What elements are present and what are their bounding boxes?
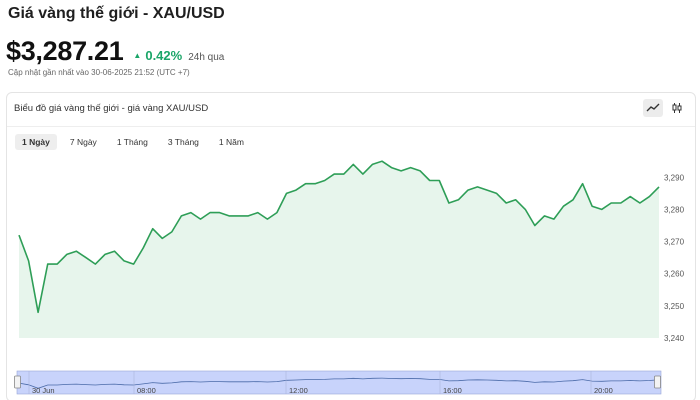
range-tab-1m[interactable]: 1 Tháng [116, 137, 148, 147]
range-tab-3m[interactable]: 3 Tháng [167, 137, 199, 147]
candlestick-button[interactable] [667, 99, 687, 117]
navigator-label: 08:00 [137, 386, 156, 395]
y-tick-label: 3,260 [664, 270, 685, 279]
navigator-line [18, 377, 660, 389]
range-tab-1y[interactable]: 1 Năm [218, 137, 244, 147]
change-period: 24h qua [188, 52, 225, 63]
navigator-label: 12:00 [289, 386, 308, 395]
navigator-handle-left[interactable] [14, 375, 21, 389]
line-chart-button[interactable] [643, 99, 663, 117]
page-title: Giá vàng thế giới - XAU/USD [8, 5, 225, 22]
y-tick-label: 3,290 [664, 173, 685, 182]
price-line [18, 160, 660, 314]
range-tab-1d[interactable]: 1 Ngày [15, 134, 57, 150]
candlestick-icon [672, 103, 682, 113]
card-divider [7, 126, 695, 127]
y-tick-label: 3,250 [664, 302, 685, 311]
y-tick-label: 3,280 [664, 205, 685, 214]
price-change: ▲ 0.42% 24h qua [133, 48, 224, 63]
chart-type-switcher [643, 99, 687, 117]
y-tick-label: 3,270 [664, 238, 685, 247]
navigator-label: 20:00 [594, 386, 613, 395]
change-percent: 0.42% [145, 48, 183, 63]
last-updated: Cập nhật gần nhất vào 30-06-2025 21:52 (… [8, 68, 190, 77]
price-row: $3,287.21 ▲ 0.42% 24h qua [6, 36, 224, 67]
current-price: $3,287.21 [6, 36, 124, 66]
navigator-window [16, 370, 662, 395]
navigator-handle-right[interactable] [654, 375, 661, 389]
time-range-tabs: 1 Ngày 7 Ngày 1 Tháng 3 Tháng 1 Năm [15, 134, 251, 150]
navigator-label: 16:00 [443, 386, 462, 395]
price-area [19, 161, 659, 338]
chart-title: Biểu đồ giá vàng thế giới - giá vàng XAU… [14, 103, 209, 114]
range-tab-7d[interactable]: 7 Ngày [69, 137, 97, 147]
y-tick-label: 3,240 [664, 334, 685, 343]
line-chart-icon [646, 103, 660, 112]
navigator-label: 30 Jun [32, 386, 55, 395]
up-arrow-icon: ▲ [133, 51, 142, 60]
